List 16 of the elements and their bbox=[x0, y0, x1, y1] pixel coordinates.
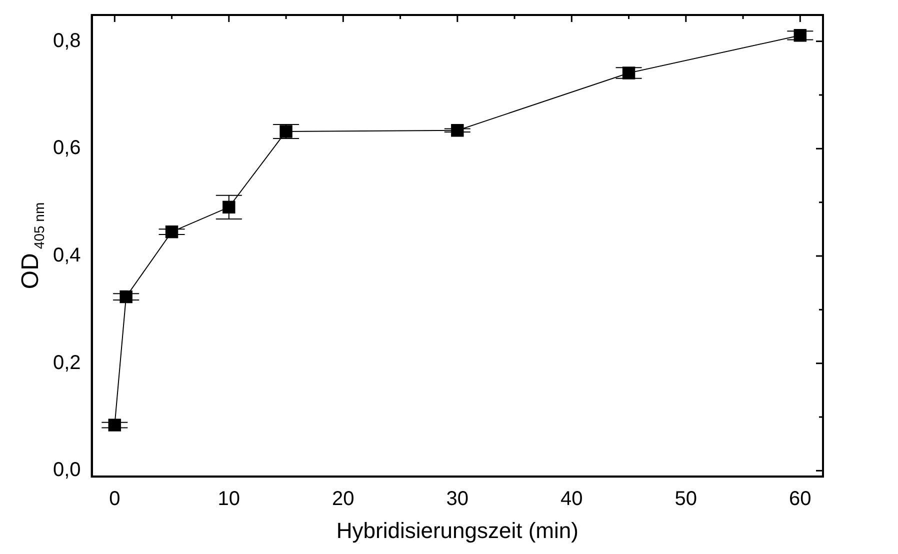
x-tick-label: 20 bbox=[332, 488, 354, 510]
y-tick-label: 0,6 bbox=[52, 137, 81, 160]
x-axis-title: Hybridisierungszeit (min) bbox=[336, 518, 578, 543]
y-axis-title: OD405 nm bbox=[17, 202, 47, 290]
y-tick-label: 0,8 bbox=[52, 30, 81, 52]
x-tick-label: 50 bbox=[674, 488, 698, 510]
y-tick-label: 0,2 bbox=[52, 352, 81, 374]
point bbox=[222, 200, 236, 214]
x-tick-label: 40 bbox=[560, 488, 583, 510]
y-tick-label: 0,0 bbox=[52, 459, 81, 482]
point bbox=[280, 125, 292, 138]
x-tick-label: 60 bbox=[789, 488, 812, 510]
y-tick-label: 0,4 bbox=[52, 244, 81, 267]
x-tick-label: 0 bbox=[109, 488, 120, 510]
x-tick-label: 30 bbox=[446, 488, 469, 510]
x-tick-label: 10 bbox=[218, 488, 240, 510]
